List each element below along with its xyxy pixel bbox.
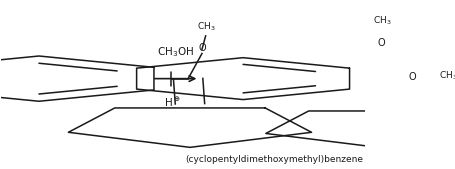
Text: O: O — [407, 72, 415, 82]
Text: (cyclopentyldimethoxymethyl)benzene: (cyclopentyldimethoxymethyl)benzene — [185, 155, 362, 164]
Text: H$^\oplus$: H$^\oplus$ — [163, 95, 180, 109]
Text: CH$_3$: CH$_3$ — [438, 70, 455, 82]
Text: O: O — [377, 38, 384, 48]
Text: CH$_3$OH: CH$_3$OH — [157, 45, 194, 59]
Text: CH$_3$: CH$_3$ — [372, 14, 391, 27]
Text: O: O — [198, 43, 205, 53]
Text: CH$_3$: CH$_3$ — [197, 20, 215, 33]
